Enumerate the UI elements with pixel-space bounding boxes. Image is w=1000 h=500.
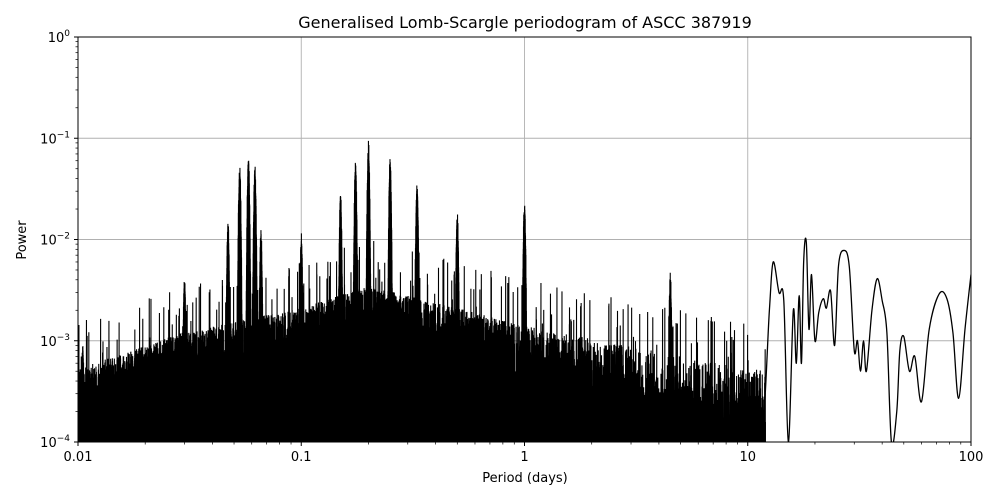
y-tick-label: 10−4 [40, 434, 70, 451]
x-tick-label: 10 [739, 450, 756, 465]
y-axis-label: Power [15, 220, 30, 260]
x-axis-label: Period (days) [482, 471, 568, 486]
y-tick-label: 10−1 [40, 130, 70, 147]
y-tick-label: 10−2 [40, 232, 70, 249]
x-tick-label: 100 [959, 450, 984, 465]
x-tick-label: 1 [520, 450, 528, 465]
periodogram-forest [78, 140, 766, 442]
y-tick-label: 10−3 [40, 333, 70, 350]
x-axis-ticks: 0.01 0.1 1 10 100 [64, 442, 984, 465]
periodogram-long-period-curve [747, 237, 971, 442]
plot-area [78, 140, 971, 442]
x-tick-label: 0.1 [291, 450, 312, 465]
chart-title: Generalised Lomb-Scargle periodogram of … [298, 13, 752, 32]
x-tick-label: 0.01 [64, 450, 93, 465]
y-tick-label: 100 [48, 29, 71, 46]
y-axis-ticks: 100 10−1 10−2 10−3 10−4 [40, 29, 78, 451]
